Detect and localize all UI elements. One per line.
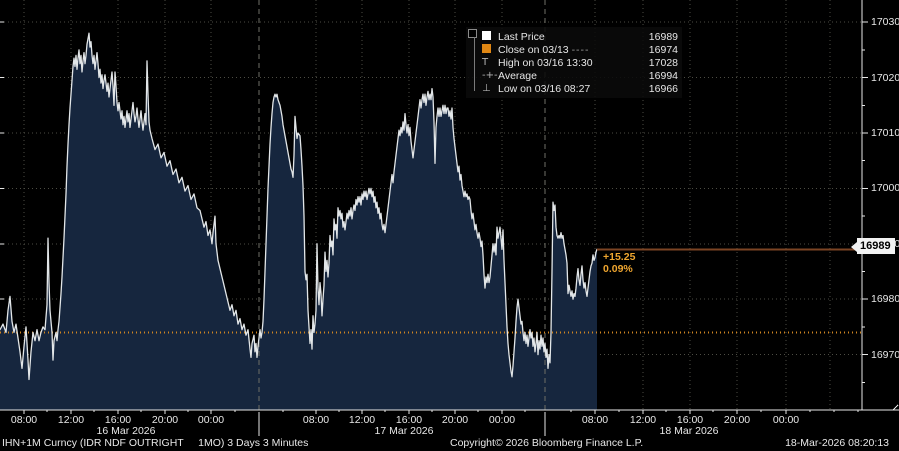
x-tick-label: 20:00: [441, 414, 469, 426]
legend-label: Last Price: [498, 30, 545, 43]
legend-label: Close on 03/13 ----: [498, 43, 590, 56]
close-swatch-icon: [482, 43, 498, 56]
legend-row-close[interactable]: Close on 03/13 ---- 16974: [472, 43, 678, 56]
legend-row-high[interactable]: T High on 03/16 13:30 17028: [472, 56, 678, 69]
x-tick-label: 08:00: [10, 414, 38, 426]
legend-row-last-price[interactable]: Last Price 16989: [472, 30, 678, 43]
legend-row-low[interactable]: ⊥ Low on 03/16 08:27 16966: [472, 82, 678, 95]
x-tick-label: 08:00: [302, 414, 330, 426]
average-cross-icon: -+-: [482, 69, 498, 81]
price-tag-value: 16989: [857, 238, 895, 255]
change-value: +15.25: [603, 251, 636, 264]
x-tick-label: 16:00: [676, 414, 704, 426]
x-tick-label: 16:00: [104, 414, 132, 426]
x-tick-label: 00:00: [197, 414, 225, 426]
legend-swatch: [482, 44, 491, 53]
legend-swatch: [482, 31, 491, 40]
x-tick-label: 08:00: [581, 414, 609, 426]
legend-value: 16966: [648, 82, 678, 95]
x-tick-label: 20:00: [723, 414, 751, 426]
date-label: 17 Mar 2026: [374, 425, 434, 437]
legend-value: 17028: [648, 56, 678, 69]
legend-label: High on 03/16 13:30: [498, 56, 593, 69]
low-tick-icon: ⊥: [482, 82, 491, 94]
y-tick-label: 16980: [871, 293, 899, 306]
legend-row-average[interactable]: -+- Average 16994: [472, 69, 678, 82]
last-price-tag: 16989: [851, 238, 895, 255]
copyright-text: Copyright© 2026 Bloomberg Finance L.P.: [450, 437, 644, 449]
x-tick-label: 00:00: [772, 414, 800, 426]
timestamp: 18-Mar-2026 08:20:13: [785, 437, 889, 449]
change-percent: 0.09%: [603, 263, 633, 276]
legend-value: 16989: [648, 30, 678, 43]
y-tick-label: 16970: [871, 348, 899, 361]
x-tick-label: 12:00: [57, 414, 85, 426]
date-label: 16 Mar 2026: [96, 425, 156, 437]
change-annotation: +15.25 0.09%: [603, 251, 635, 275]
security-description: IHN+1M Curncy (IDR NDF OUTRIGHT 1MO) 3 D…: [2, 437, 309, 449]
chart-legend[interactable]: Last Price 16989 Close on 03/13 ---- 169…: [466, 27, 682, 98]
x-tick-label: 12:00: [629, 414, 657, 426]
legend-label: Low on 03/16 08:27: [498, 82, 591, 95]
dashed-line-sample: ----: [571, 43, 590, 56]
x-tick-label: 00:00: [488, 414, 516, 426]
legend-value: 16974: [648, 43, 678, 56]
date-label: 18 Mar 2026: [659, 425, 719, 437]
legend-handle-icon[interactable]: [468, 29, 477, 38]
status-bar: IHN+1M Curncy (IDR NDF OUTRIGHT 1MO) 3 D…: [0, 436, 899, 451]
high-tick-icon: T: [482, 56, 489, 68]
legend-bracket-line: [474, 37, 475, 91]
price-tag-pointer-icon: [851, 241, 857, 252]
last-price-swatch-icon: [482, 30, 498, 43]
legend-value: 16994: [648, 69, 678, 82]
x-tick-label: 16:00: [395, 414, 423, 426]
x-tick-label: 20:00: [151, 414, 179, 426]
legend-label: Average: [498, 69, 537, 82]
x-tick-label: 12:00: [348, 414, 376, 426]
y-tick-label: 17020: [871, 71, 899, 84]
y-tick-label: 17000: [871, 182, 899, 195]
y-tick-label: 17010: [871, 126, 899, 139]
y-tick-label: 17030: [871, 16, 899, 29]
